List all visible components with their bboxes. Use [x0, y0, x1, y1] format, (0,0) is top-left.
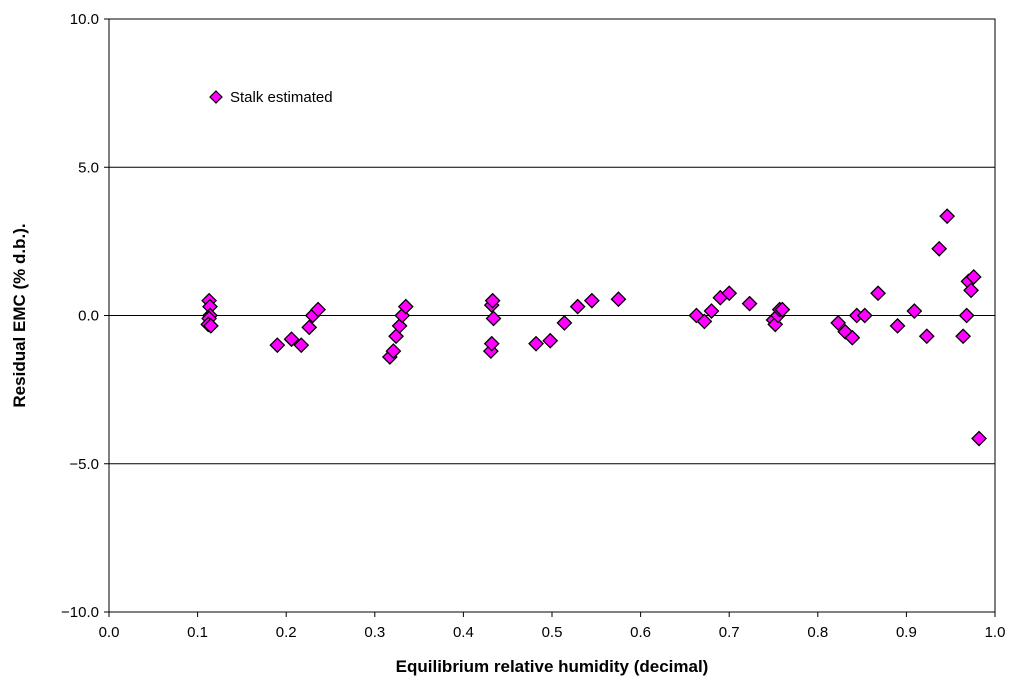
legend-marker-icon [209, 90, 223, 104]
data-points [200, 208, 987, 447]
legend: Stalk estimated [209, 89, 333, 106]
x-axis-title: Equilibrium relative humidity (decimal) [396, 657, 709, 676]
data-point [528, 335, 544, 352]
data-point [721, 285, 738, 302]
data-point [556, 314, 573, 331]
data-point [293, 337, 310, 354]
data-point [483, 335, 500, 352]
data-point [906, 303, 923, 319]
y-axis-title: Residual EMC (% d.b.). [10, 223, 29, 407]
data-point [870, 285, 886, 302]
x-tick-label: 0.6 [630, 624, 651, 641]
x-tick-label: 0.3 [364, 624, 385, 641]
x-tick-label: 0.1 [187, 624, 208, 641]
data-point [301, 319, 318, 336]
data-point [703, 303, 720, 319]
data-point [583, 292, 600, 309]
x-tick-label: 0.2 [276, 624, 297, 641]
y-tick-label: −5.0 [69, 456, 99, 473]
x-axis: 0.0 0.1 0.2 0.3 0.4 0.5 0.6 0.7 0.8 0.9 1.0 [99, 612, 1006, 641]
data-point [385, 343, 402, 359]
data-point [485, 310, 502, 327]
x-tick-label: 0.7 [719, 624, 740, 641]
data-point [484, 292, 501, 309]
x-tick-label: 0.5 [542, 624, 563, 641]
x-tick-label: 0.4 [453, 624, 474, 641]
x-tick-label: 1.0 [985, 624, 1006, 641]
data-point [856, 307, 873, 324]
data-point [569, 298, 586, 315]
data-point [963, 282, 979, 299]
data-point [310, 301, 327, 318]
data-point [269, 337, 286, 354]
data-point [889, 317, 906, 334]
data-point [202, 317, 219, 334]
data-point [830, 314, 847, 331]
y-tick-label: −10.0 [61, 604, 99, 621]
y-tick-label: 0.0 [78, 308, 99, 325]
data-point [774, 301, 791, 318]
data-point [844, 329, 861, 346]
data-point [955, 328, 972, 345]
y-tick-label: 5.0 [78, 159, 99, 176]
y-axis: 10.0 5.0 0.0 −5.0 −10.0 [61, 11, 109, 621]
data-point [971, 430, 987, 447]
data-point [696, 313, 713, 330]
y-tick-label: 10.0 [70, 11, 99, 28]
x-tick-label: 0.0 [99, 624, 120, 641]
data-point [283, 331, 300, 348]
data-point [931, 240, 948, 257]
legend-label: Stalk estimated [230, 89, 333, 106]
x-tick-label: 0.8 [807, 624, 828, 641]
data-point [397, 298, 414, 315]
data-point [610, 291, 627, 308]
data-point [542, 332, 559, 349]
data-point [741, 295, 758, 312]
data-point [939, 208, 956, 225]
x-tick-label: 0.9 [896, 624, 917, 641]
data-point [958, 307, 975, 324]
data-point [918, 328, 935, 345]
data-point [965, 269, 982, 285]
